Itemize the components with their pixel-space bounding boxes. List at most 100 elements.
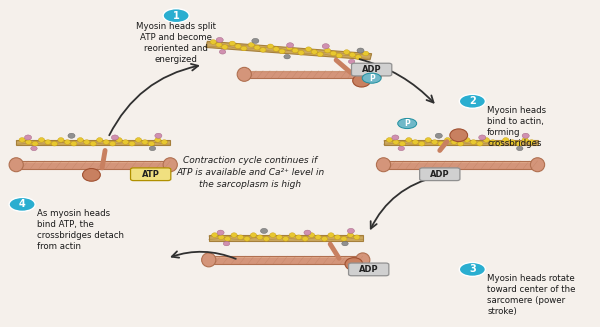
Ellipse shape xyxy=(530,158,545,172)
Ellipse shape xyxy=(58,138,64,142)
Ellipse shape xyxy=(450,129,467,142)
Polygon shape xyxy=(16,162,170,163)
Ellipse shape xyxy=(45,140,51,144)
Ellipse shape xyxy=(149,146,155,151)
FancyArrowPatch shape xyxy=(172,251,236,259)
Ellipse shape xyxy=(325,48,331,53)
Ellipse shape xyxy=(517,146,523,151)
Ellipse shape xyxy=(270,233,276,237)
Ellipse shape xyxy=(431,140,438,144)
Ellipse shape xyxy=(356,253,370,267)
Ellipse shape xyxy=(284,55,290,59)
Ellipse shape xyxy=(257,235,263,239)
Ellipse shape xyxy=(304,230,311,235)
Ellipse shape xyxy=(212,233,218,237)
Ellipse shape xyxy=(64,140,70,144)
Text: ATP: ATP xyxy=(142,170,160,179)
Polygon shape xyxy=(383,162,538,163)
Ellipse shape xyxy=(357,48,364,53)
Ellipse shape xyxy=(19,138,25,142)
Ellipse shape xyxy=(155,138,161,142)
Ellipse shape xyxy=(334,235,341,239)
Ellipse shape xyxy=(529,140,535,144)
Ellipse shape xyxy=(248,43,254,47)
Ellipse shape xyxy=(287,43,293,48)
Text: Myosin heads split
ATP and become
reoriented and
energized: Myosin heads split ATP and become reorie… xyxy=(136,22,216,64)
Ellipse shape xyxy=(347,233,353,237)
Text: ADP: ADP xyxy=(359,265,379,274)
Ellipse shape xyxy=(52,142,58,146)
Text: ADP: ADP xyxy=(430,170,449,179)
Ellipse shape xyxy=(522,133,529,138)
Ellipse shape xyxy=(328,233,334,237)
Ellipse shape xyxy=(445,138,451,142)
Ellipse shape xyxy=(231,233,237,237)
Ellipse shape xyxy=(238,235,244,239)
Ellipse shape xyxy=(322,237,328,241)
Text: 2: 2 xyxy=(469,96,476,106)
Polygon shape xyxy=(383,140,538,146)
Ellipse shape xyxy=(419,142,425,146)
Ellipse shape xyxy=(490,140,496,144)
FancyBboxPatch shape xyxy=(131,168,171,181)
Ellipse shape xyxy=(392,135,399,140)
Ellipse shape xyxy=(31,146,37,151)
Ellipse shape xyxy=(112,135,118,140)
Ellipse shape xyxy=(71,142,77,146)
Ellipse shape xyxy=(368,67,382,81)
Ellipse shape xyxy=(103,140,109,144)
Ellipse shape xyxy=(220,50,226,54)
Ellipse shape xyxy=(425,138,431,142)
Ellipse shape xyxy=(362,51,369,56)
Ellipse shape xyxy=(38,138,44,142)
Ellipse shape xyxy=(349,59,355,64)
FancyBboxPatch shape xyxy=(352,63,392,76)
Polygon shape xyxy=(209,235,363,241)
Ellipse shape xyxy=(263,237,269,241)
Ellipse shape xyxy=(353,74,370,87)
Ellipse shape xyxy=(308,233,315,237)
Ellipse shape xyxy=(83,140,90,144)
Ellipse shape xyxy=(163,158,178,172)
Text: P: P xyxy=(404,119,410,128)
Ellipse shape xyxy=(267,44,274,49)
Ellipse shape xyxy=(97,138,103,142)
Ellipse shape xyxy=(252,38,259,43)
Ellipse shape xyxy=(496,142,502,146)
Ellipse shape xyxy=(515,142,522,146)
Ellipse shape xyxy=(9,158,23,172)
Ellipse shape xyxy=(241,46,247,51)
Ellipse shape xyxy=(393,140,399,144)
Ellipse shape xyxy=(116,138,122,142)
Ellipse shape xyxy=(254,45,260,50)
Ellipse shape xyxy=(218,235,224,239)
FancyArrowPatch shape xyxy=(359,59,434,103)
Ellipse shape xyxy=(477,142,483,146)
FancyArrowPatch shape xyxy=(109,64,198,135)
FancyBboxPatch shape xyxy=(419,168,460,181)
Ellipse shape xyxy=(399,142,406,146)
Ellipse shape xyxy=(235,44,241,48)
Ellipse shape xyxy=(279,49,285,54)
Ellipse shape xyxy=(479,135,486,140)
Ellipse shape xyxy=(129,142,135,146)
Ellipse shape xyxy=(202,253,216,267)
FancyArrowPatch shape xyxy=(371,177,437,229)
Ellipse shape xyxy=(302,237,308,241)
Ellipse shape xyxy=(122,140,128,144)
Ellipse shape xyxy=(355,55,361,60)
Ellipse shape xyxy=(470,140,476,144)
Text: ADP: ADP xyxy=(362,65,382,74)
Polygon shape xyxy=(206,41,371,60)
FancyBboxPatch shape xyxy=(349,263,389,276)
Ellipse shape xyxy=(522,138,528,142)
Ellipse shape xyxy=(289,233,295,237)
Ellipse shape xyxy=(283,237,289,241)
Ellipse shape xyxy=(32,142,38,146)
Ellipse shape xyxy=(354,235,360,239)
Ellipse shape xyxy=(25,135,32,140)
Polygon shape xyxy=(16,161,170,168)
Ellipse shape xyxy=(210,40,216,44)
Ellipse shape xyxy=(347,228,355,233)
Ellipse shape xyxy=(406,138,412,142)
